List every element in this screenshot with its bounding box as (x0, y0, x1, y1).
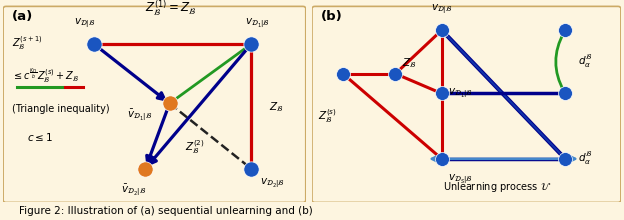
Text: $d_{\alpha}^{\mathcal{B}}$: $d_{\alpha}^{\mathcal{B}}$ (578, 151, 592, 167)
Text: $v_{\mathcal{D}_1|\mathcal{B}}$: $v_{\mathcal{D}_1|\mathcal{B}}$ (448, 87, 473, 100)
Text: $\leq c^{\frac{Kn}{b}}Z_{\mathcal{B}}^{(s)} + Z_{\mathcal{B}}$: $\leq c^{\frac{Kn}{b}}Z_{\mathcal{B}}^{(… (12, 66, 79, 85)
Text: $c \leq 1$: $c \leq 1$ (27, 131, 54, 143)
Text: (b): (b) (321, 10, 343, 23)
Text: $v_{\mathcal{D}|\mathcal{B}}$: $v_{\mathcal{D}|\mathcal{B}}$ (431, 3, 452, 16)
FancyBboxPatch shape (3, 6, 306, 202)
Text: $Z_{\mathcal{B}}$: $Z_{\mathcal{B}}$ (270, 101, 284, 114)
Text: $Z_{\mathcal{B}}^{(s+1)}$: $Z_{\mathcal{B}}^{(s+1)}$ (12, 35, 43, 52)
Text: $\bar{v}_{\mathcal{D}_1|\mathcal{B}}$: $\bar{v}_{\mathcal{D}_1|\mathcal{B}}$ (127, 107, 152, 123)
Text: $v_{\mathcal{D}_S|\mathcal{B}}$: $v_{\mathcal{D}_S|\mathcal{B}}$ (448, 173, 473, 186)
Text: (a): (a) (12, 10, 34, 23)
Text: $\bar{v}_{\mathcal{D}_2|\mathcal{B}}$: $\bar{v}_{\mathcal{D}_2|\mathcal{B}}$ (120, 183, 146, 198)
Text: $Z_{\mathcal{B}}^{(2)}$: $Z_{\mathcal{B}}^{(2)}$ (185, 139, 205, 156)
Text: $Z_{\mathcal{B}}$: $Z_{\mathcal{B}}$ (402, 56, 416, 70)
Text: Figure 2: Illustration of (a) sequential unlearning and (b): Figure 2: Illustration of (a) sequential… (19, 206, 313, 216)
Text: $v_{\mathcal{D}_1|\mathcal{B}}$: $v_{\mathcal{D}_1|\mathcal{B}}$ (245, 16, 270, 30)
Text: $Z_{\mathcal{B}}^{(1)} = Z_{\mathcal{B}}$: $Z_{\mathcal{B}}^{(1)} = Z_{\mathcal{B}}… (145, 0, 197, 18)
Text: $d_{\alpha}^{\mathcal{B}}$: $d_{\alpha}^{\mathcal{B}}$ (578, 54, 592, 70)
Text: $Z_{\mathcal{B}}^{(s)}$: $Z_{\mathcal{B}}^{(s)}$ (318, 108, 337, 125)
Text: $v_{\mathcal{D}|\mathcal{B}}$: $v_{\mathcal{D}|\mathcal{B}}$ (74, 16, 95, 30)
Text: $v_{\mathcal{D}_2|\mathcal{B}}$: $v_{\mathcal{D}_2|\mathcal{B}}$ (260, 177, 285, 190)
Text: Unlearning process $\mathcal{U}$: Unlearning process $\mathcal{U}$ (443, 180, 552, 194)
Text: (Triangle inequality): (Triangle inequality) (12, 104, 110, 114)
FancyBboxPatch shape (312, 6, 621, 202)
